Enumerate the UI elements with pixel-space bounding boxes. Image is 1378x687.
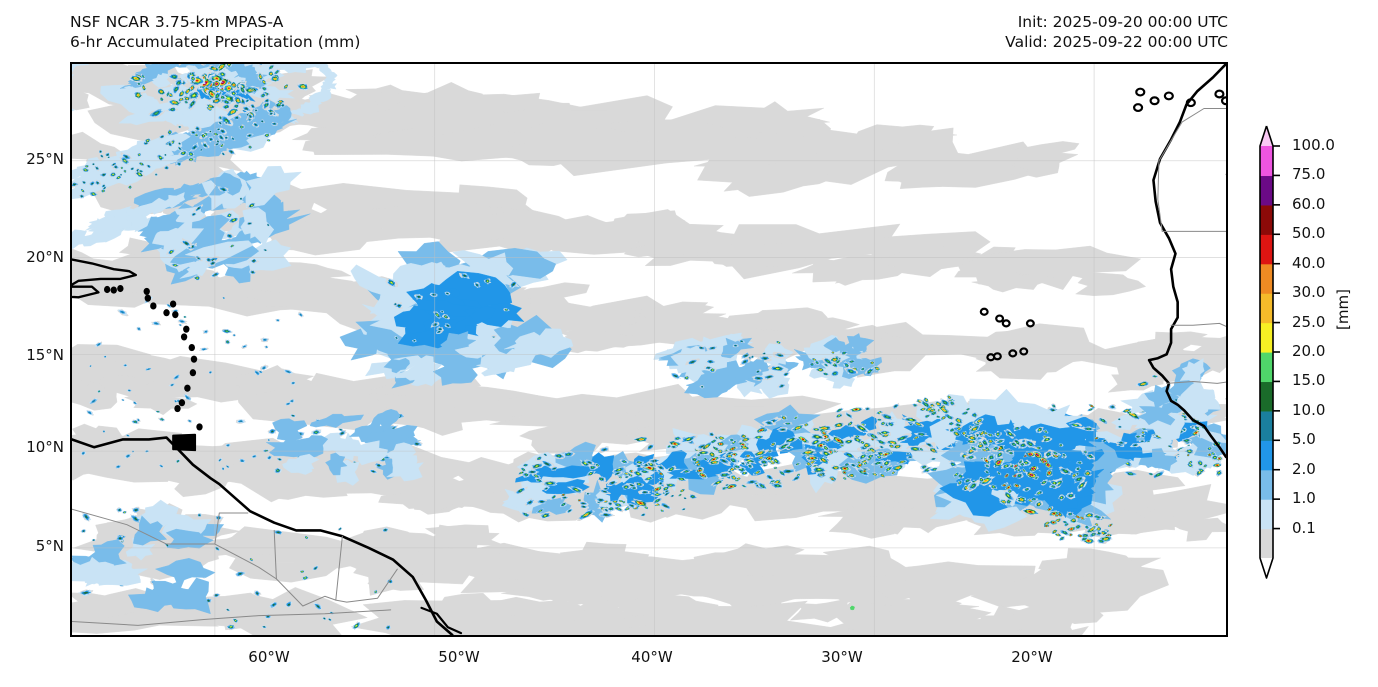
- x-tick-label-20w: 20°W: [1011, 648, 1053, 666]
- x-tick-label-30w: 30°W: [821, 648, 863, 666]
- y-tick-label-15n: 15°N: [26, 346, 64, 364]
- y-tick-label-25n: 25°N: [26, 150, 64, 168]
- colorbar-tick-20p0: 20.0: [1292, 342, 1326, 360]
- y-tick-label-5n: 5°N: [35, 537, 64, 555]
- y-tick-label-10n: 10°N: [26, 438, 64, 456]
- precipitation-field: [72, 64, 1226, 635]
- field-title: 6-hr Accumulated Precipitation (mm): [70, 33, 361, 51]
- model-title: NSF NCAR 3.75-km MPAS-A: [70, 13, 284, 31]
- colorbar-tick-2p0: 2.0: [1292, 459, 1316, 478]
- colorbar-tick-60p0: 60.0: [1292, 194, 1326, 213]
- colorbar-tick-40p0: 40.0: [1292, 253, 1326, 272]
- colorbar-swatches: [1259, 125, 1280, 579]
- valid-time-label: Valid: 2025-09-22 00:00 UTC: [1005, 33, 1228, 51]
- colorbar: [1252, 118, 1292, 588]
- precipitation-map: [72, 64, 1226, 635]
- y-tick-label-20n: 20°N: [26, 248, 64, 266]
- x-tick-label-50w: 50°W: [438, 648, 480, 666]
- coastline-layer: [72, 64, 1226, 635]
- colorbar-tick-25p0: 25.0: [1292, 312, 1326, 331]
- lat-lon-gridlines: [72, 64, 1226, 635]
- colorbar-tick-50p0: 50.0: [1292, 224, 1326, 243]
- colorbar-tick-10p0: 10.0: [1292, 400, 1326, 419]
- colorbar-tick-5p0: 5.0: [1292, 430, 1316, 449]
- x-tick-label-60w: 60°W: [248, 648, 290, 666]
- map-plot-area: [70, 62, 1228, 637]
- colorbar-tick-15p0: 15.0: [1292, 371, 1326, 390]
- colorbar-tick-75p0: 75.0: [1292, 165, 1326, 184]
- colorbar-tick-1p0: 1.0: [1292, 489, 1316, 508]
- init-time-label: Init: 2025-09-20 00:00 UTC: [1017, 13, 1228, 31]
- colorbar-unit-label: [mm]: [1334, 289, 1352, 330]
- x-tick-label-40w: 40°W: [631, 648, 673, 666]
- colorbar-tick-100p0: 100.0: [1292, 136, 1335, 154]
- colorbar-tick-30p0: 30.0: [1292, 283, 1326, 302]
- colorbar-tick-0p1: 0.1: [1292, 518, 1316, 537]
